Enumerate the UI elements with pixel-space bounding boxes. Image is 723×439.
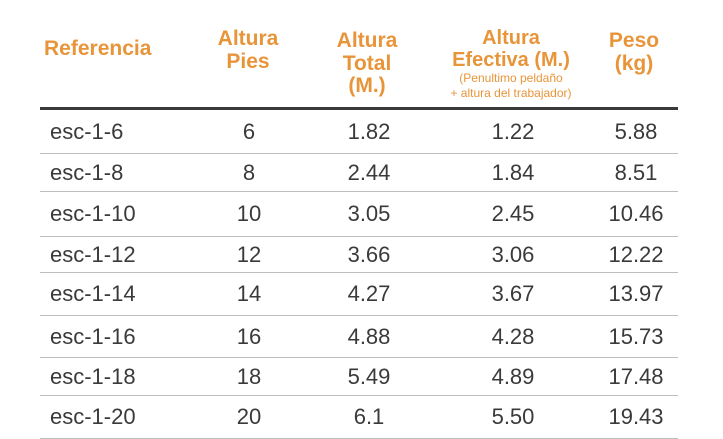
cell-peso: 13.97 [608, 281, 664, 306]
header-altura-pies-line-1: Altura [217, 27, 279, 50]
header-altura-pies-line-2: Pies [226, 49, 270, 73]
cell-altura-total: 6.1 [353, 404, 385, 429]
cell-altura-total: 3.05 [347, 201, 391, 226]
header-altura-efectiva-note-1: (Penultimo peldaño [459, 71, 563, 86]
cell-altura-pies: 8 [242, 159, 256, 185]
table-row: esc-1-14 14 4.27 3.67 13.97 [40, 273, 678, 316]
cell-altura-pies: 14 [236, 281, 262, 306]
cell-altura-total: 1.82 [347, 118, 391, 144]
cell-referencia: esc-1-12 [50, 241, 136, 267]
cell-altura-pies: 12 [236, 241, 262, 267]
table-row: esc-1-8 8 2.44 1.84 8.51 [40, 154, 678, 192]
cell-referencia: esc-1-14 [50, 281, 136, 306]
cell-peso: 12.22 [608, 241, 664, 267]
cell-referencia: esc-1-20 [50, 404, 136, 429]
cell-peso: 5.88 [614, 118, 658, 144]
header-altura-total-line-3: (M.) [348, 74, 386, 98]
cell-altura-pies: 20 [236, 404, 262, 429]
cell-altura-efectiva: 1.84 [491, 159, 535, 185]
cell-altura-efectiva: 3.67 [491, 281, 535, 306]
header-referencia: Referencia [44, 37, 184, 61]
header-altura-total-line-2: Total [342, 51, 392, 75]
cell-referencia: esc-1-8 [50, 159, 124, 185]
header-peso: Peso (kg) [598, 29, 670, 75]
header-altura-pies: Altura Pies [200, 27, 296, 73]
cell-referencia: esc-1-6 [50, 118, 124, 144]
header-altura-efectiva-note-2: + altura del trabajador) [450, 85, 572, 100]
cell-altura-efectiva: 5.50 [491, 404, 535, 429]
header-altura-total: Altura Total (M.) [318, 29, 416, 98]
cell-referencia: esc-1-18 [50, 363, 136, 389]
header-altura-efectiva-line-1: Altura [482, 27, 540, 49]
cell-peso: 17.48 [608, 363, 664, 389]
cell-altura-efectiva: 4.89 [491, 363, 535, 389]
cell-altura-pies: 18 [236, 363, 262, 389]
header-divider [40, 107, 678, 110]
table-row: esc-1-18 18 5.49 4.89 17.48 [40, 358, 678, 396]
header-peso-line-2: (kg) [614, 51, 654, 75]
cell-peso: 15.73 [608, 323, 664, 349]
header-altura-total-line-1: Altura [336, 29, 398, 52]
cell-altura-pies: 10 [236, 201, 262, 226]
header-peso-line-1: Peso [608, 29, 660, 52]
cell-altura-total: 3.66 [347, 241, 391, 267]
cell-altura-pies: 16 [236, 323, 262, 349]
cell-peso: 19.43 [608, 404, 664, 429]
cell-altura-efectiva: 3.06 [491, 241, 535, 267]
table-row: esc-1-6 6 1.82 1.22 5.88 [40, 110, 678, 154]
cell-altura-total: 4.88 [347, 323, 391, 349]
cell-peso: 10.46 [608, 201, 664, 226]
cell-altura-total: 5.49 [347, 363, 391, 389]
table-body: esc-1-6 6 1.82 1.22 5.88 esc-1-8 8 2.44 1.84 8.51… [40, 110, 678, 439]
header-altura-efectiva: Altura Efectiva (M.) (Penultimo peldaño … [418, 27, 604, 100]
header-altura-efectiva-line-2: Efectiva (M.) [452, 48, 570, 71]
table-row: esc-1-10 10 3.05 2.45 10.46 [40, 192, 678, 237]
header-referencia-text: Referencia [44, 37, 152, 60]
cell-altura-efectiva: 4.28 [491, 323, 535, 349]
cell-altura-efectiva: 2.45 [491, 201, 535, 226]
table-row: esc-1-12 12 3.66 3.06 12.22 [40, 237, 678, 273]
cell-referencia: esc-1-16 [50, 323, 136, 349]
cell-peso: 8.51 [614, 159, 658, 185]
cell-altura-efectiva: 1.22 [491, 118, 535, 144]
cell-altura-total: 4.27 [347, 281, 391, 306]
cell-altura-total: 2.44 [347, 159, 391, 185]
cell-referencia: esc-1-10 [50, 201, 136, 226]
table-row: esc-1-16 16 4.88 4.28 15.73 [40, 316, 678, 358]
cell-altura-pies: 6 [242, 118, 256, 144]
table-row: esc-1-20 20 6.1 5.50 19.43 [40, 396, 678, 439]
